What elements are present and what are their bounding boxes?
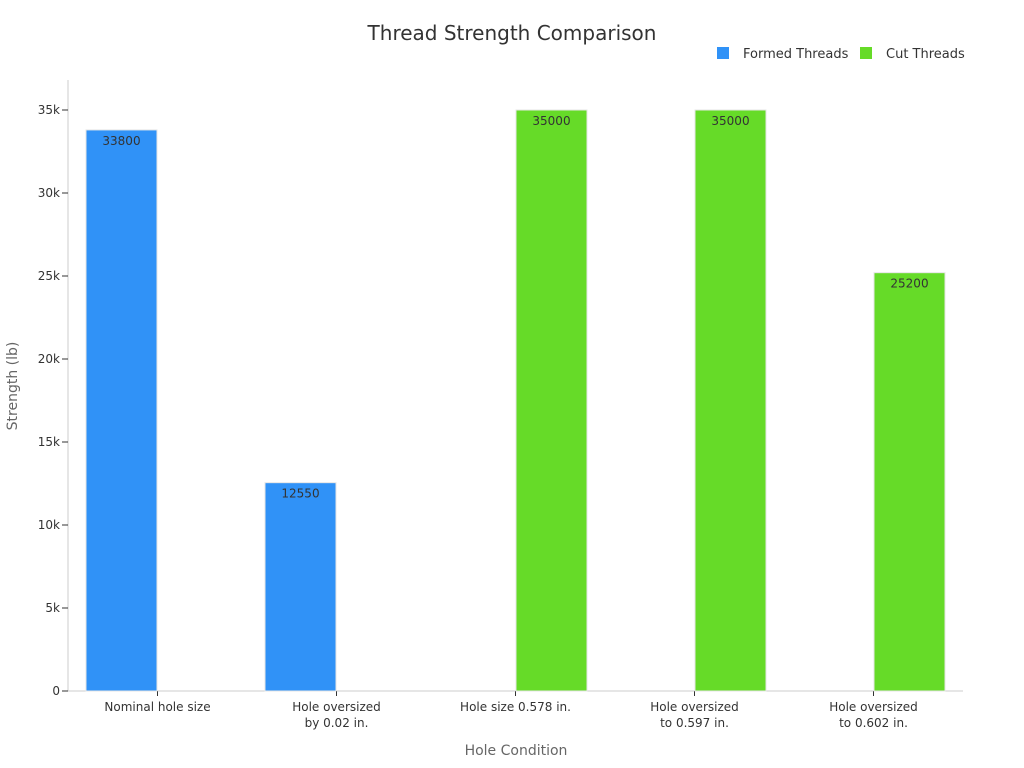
bars: 33800 12550 35000 35000 25200 — [85, 109, 946, 692]
y-tick-label: 5k — [45, 601, 60, 615]
x-tick-label: Hole oversized to 0.597 in. — [650, 700, 739, 730]
legend: Formed Threads Cut Threads — [717, 47, 965, 62]
y-axis: 0 5k 10k 15k 20k 25k 30k 35k — [38, 80, 69, 698]
x-tick-label: Hole oversized to 0.602 in. — [829, 700, 918, 730]
x-tick-label: Nominal hole size — [104, 700, 210, 714]
bar — [264, 482, 337, 692]
bar — [85, 129, 158, 692]
bar — [694, 109, 767, 692]
chart-title: Thread Strength Comparison — [367, 21, 657, 45]
bar — [515, 109, 588, 692]
data-label: 35000 — [711, 114, 749, 128]
x-axis: Nominal hole size Hole oversized by 0.02 i… — [68, 690, 963, 730]
y-tick-label: 35k — [38, 103, 60, 117]
legend-swatch — [860, 47, 872, 59]
data-label: 33800 — [102, 134, 140, 148]
legend-label: Cut Threads — [886, 47, 965, 62]
legend-swatch — [717, 47, 729, 59]
x-axis-title: Hole Condition — [465, 743, 568, 759]
data-label: 35000 — [532, 114, 570, 128]
data-label: 25200 — [890, 277, 928, 291]
legend-label: Formed Threads — [743, 47, 849, 62]
data-label: 12550 — [281, 487, 319, 501]
y-tick-label: 15k — [38, 435, 60, 449]
bar — [873, 272, 946, 692]
y-tick-label: 25k — [38, 269, 60, 283]
y-tick-label: 10k — [38, 518, 60, 532]
y-axis-title: Strength (lb) — [5, 342, 21, 431]
y-tick-label: 30k — [38, 186, 60, 200]
x-tick-label: Hole oversized by 0.02 in. — [292, 700, 381, 730]
x-tick-label: Hole size 0.578 in. — [460, 700, 571, 714]
y-tick-label: 20k — [38, 352, 60, 366]
y-tick-label: 0 — [52, 684, 60, 698]
